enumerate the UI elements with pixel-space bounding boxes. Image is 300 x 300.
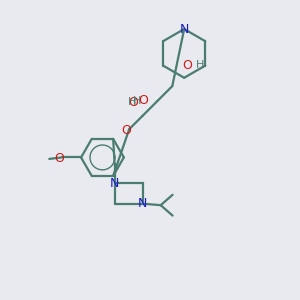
Text: N: N bbox=[110, 177, 119, 190]
Text: O: O bbox=[128, 96, 138, 109]
Text: O: O bbox=[121, 124, 131, 137]
Text: O: O bbox=[182, 59, 192, 72]
Text: O: O bbox=[139, 94, 148, 107]
Text: N: N bbox=[179, 22, 189, 35]
Text: N: N bbox=[138, 197, 148, 210]
Text: H: H bbox=[133, 96, 141, 106]
Text: H: H bbox=[195, 60, 204, 70]
Text: H: H bbox=[128, 98, 136, 107]
Text: O: O bbox=[54, 152, 64, 165]
